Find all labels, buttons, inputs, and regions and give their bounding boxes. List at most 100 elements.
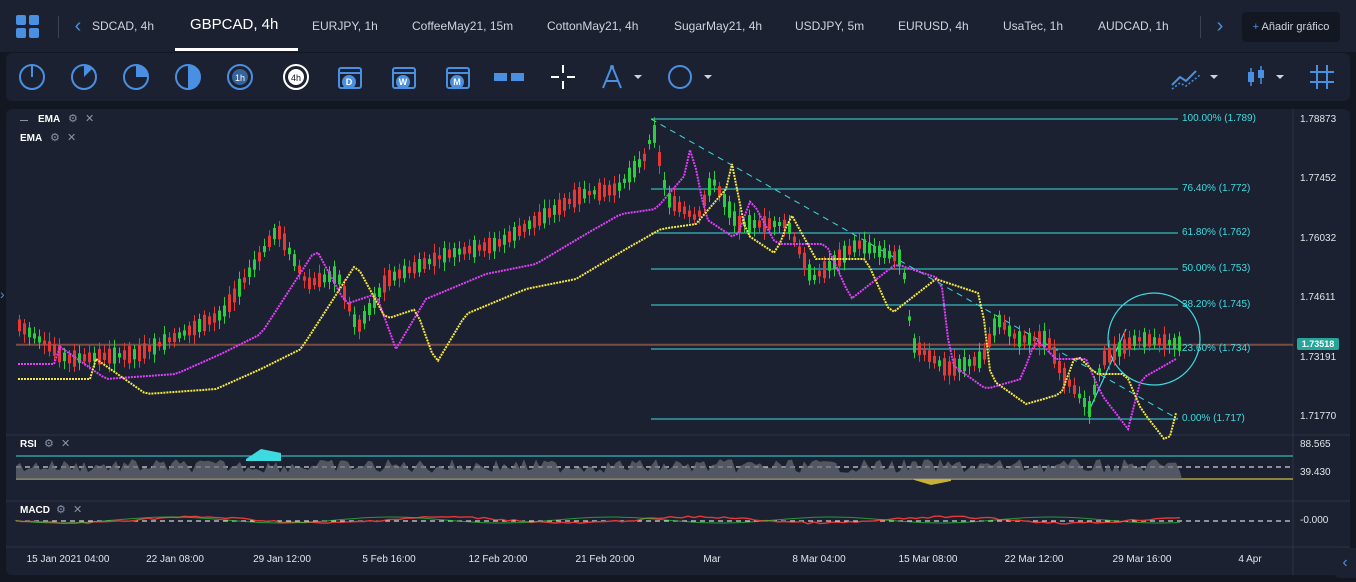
calendar-month-icon[interactable]: M	[444, 63, 472, 91]
line-chart-type-icon[interactable]	[1170, 63, 1202, 91]
candle-body	[333, 266, 336, 284]
settings-icon[interactable]: ⚙	[56, 504, 66, 516]
circle-tool-icon[interactable]	[666, 63, 694, 91]
chevron-right-icon[interactable]: ›	[0, 286, 5, 302]
tab-eurusd[interactable]: EURUSD, 4h	[898, 19, 969, 33]
candle-body	[608, 184, 611, 196]
settings-icon[interactable]: ⚙	[44, 438, 54, 450]
candle-body	[533, 215, 536, 228]
time-range-icon[interactable]: 1h	[226, 63, 254, 91]
add-chart-button[interactable]: + Añadir gráfico	[1242, 12, 1340, 42]
candle-body	[298, 265, 301, 274]
calendar-week-icon[interactable]: W	[390, 63, 418, 91]
tab-eurjpy[interactable]: EURJPY, 1h	[312, 19, 378, 33]
time-range-icon[interactable]	[122, 63, 150, 91]
tab-sdcad[interactable]: SDCAD, 4h	[92, 19, 155, 33]
candle-body	[83, 354, 86, 362]
candle-body	[628, 167, 631, 183]
close-icon[interactable]: ✕	[73, 504, 83, 516]
candle-body	[1173, 337, 1176, 349]
close-icon[interactable]: ✕	[67, 132, 77, 144]
candle-body	[1063, 367, 1066, 386]
candle-body	[133, 349, 136, 360]
candle-body	[1163, 334, 1166, 350]
candle-body	[398, 269, 401, 279]
candle-body	[588, 190, 591, 196]
rsi-oversold-fill	[911, 479, 951, 485]
candle-body	[53, 344, 56, 356]
chevron-right-icon[interactable]: ›	[1216, 15, 1224, 37]
candle-body	[1113, 343, 1116, 361]
chevron-down-icon[interactable]	[1208, 63, 1220, 91]
candle-body	[358, 319, 361, 332]
candle-body	[988, 333, 991, 347]
candle-body	[768, 218, 771, 230]
fib-level-label: 100.00% (1.789)	[1182, 113, 1256, 124]
chevron-down-icon[interactable]	[1274, 63, 1286, 91]
price-tick: 1.76032	[1300, 233, 1337, 244]
candle-body	[788, 222, 791, 235]
grid-menu-icon[interactable]	[16, 15, 40, 39]
ruler-icon[interactable]	[492, 63, 526, 91]
grid-toggle-icon[interactable]	[1308, 63, 1336, 91]
tab-audcad[interactable]: AUDCAD, 1h	[1098, 19, 1169, 33]
candle-body	[1038, 331, 1041, 347]
rsi-label: RSI	[20, 439, 37, 450]
candle-body	[538, 211, 541, 226]
compass-tool-icon[interactable]	[598, 63, 626, 91]
fib-level-label: 50.00% (1.753)	[1182, 263, 1251, 274]
candle-body	[188, 325, 191, 336]
tab-usdjpy[interactable]: USDJPY, 5m	[795, 19, 865, 33]
close-icon[interactable]: ✕	[61, 438, 71, 450]
candle-body	[1083, 397, 1086, 408]
candle-body	[68, 354, 71, 364]
candle-body	[1128, 337, 1131, 350]
candle-body	[1138, 337, 1141, 342]
tab-cotton[interactable]: CottonMay21, 4h	[547, 19, 639, 33]
ema-slow-label: EMA	[20, 133, 43, 144]
candle-body	[1033, 336, 1036, 342]
trend-line-dashed	[650, 118, 1179, 420]
close-icon[interactable]: ✕	[85, 113, 95, 125]
time-range-icon[interactable]: 4h	[282, 63, 310, 91]
candle-body	[573, 189, 576, 208]
tab-coffee[interactable]: CoffeeMay21, 15m	[412, 19, 514, 33]
candle-body	[1168, 339, 1171, 346]
tab-sugar[interactable]: SugarMay21, 4h	[674, 19, 763, 33]
tab-usatec[interactable]: UsaTec, 1h	[1003, 19, 1064, 33]
rsi-tick: 88.565	[1300, 439, 1331, 450]
settings-icon[interactable]: ⚙	[50, 132, 60, 144]
candle-body	[908, 316, 911, 321]
settings-icon[interactable]: ⚙	[68, 113, 78, 125]
candle-body	[913, 338, 916, 353]
candle-body	[388, 270, 391, 287]
candles-icon[interactable]	[1242, 63, 1270, 91]
tab-gbpcad-active[interactable]: GBPCAD, 4h	[190, 16, 279, 33]
candle-body	[943, 358, 946, 376]
time-range-icon[interactable]	[70, 63, 98, 91]
candle-body	[953, 358, 956, 376]
chevron-left-icon[interactable]: ‹	[74, 15, 82, 37]
candle-body	[1118, 342, 1121, 357]
candle-body	[958, 358, 961, 373]
candle-body	[1123, 339, 1126, 354]
candle-body	[1178, 336, 1181, 351]
macd-line	[15, 516, 1181, 524]
time-range-icon[interactable]	[174, 63, 202, 91]
candle-body	[98, 348, 101, 365]
chevron-down-icon[interactable]	[702, 63, 714, 91]
candle-body	[348, 302, 351, 312]
calendar-day-icon[interactable]: D	[336, 63, 364, 91]
date-tick: Mar	[703, 554, 721, 565]
chevron-down-icon[interactable]	[632, 63, 644, 91]
candle-body	[473, 239, 476, 258]
candle-body	[308, 277, 311, 290]
candle-body	[1078, 393, 1081, 399]
price-chart-canvas[interactable]	[6, 109, 1350, 575]
crosshair-icon[interactable]	[549, 63, 577, 91]
time-range-icon[interactable]	[18, 63, 46, 91]
candle-body	[928, 350, 931, 362]
chevron-left-icon[interactable]: ‹	[1334, 548, 1356, 578]
chart-panel[interactable]: EMA ⚙ ✕ EMA ⚙ ✕ RSI ⚙ ✕ MACD ⚙ ✕ 1.78873…	[6, 109, 1350, 575]
date-tick: 21 Feb 20:00	[575, 554, 635, 565]
